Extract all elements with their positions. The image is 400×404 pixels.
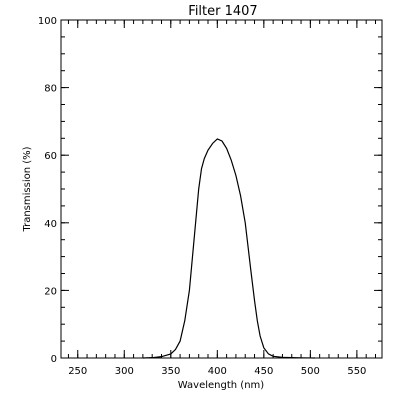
x-tick-label: 300 <box>115 366 134 377</box>
axis-tick-labels: 250 300 350 400 450 500 550 0 20 40 60 80 100 <box>38 16 367 377</box>
x-tick-label: 450 <box>254 366 273 377</box>
x-tick-label: 350 <box>161 366 180 377</box>
y-tick-label: 60 <box>44 151 57 162</box>
x-tick-label: 250 <box>68 366 87 377</box>
y-tick-label: 40 <box>44 219 57 230</box>
transmission-curve <box>142 138 316 359</box>
y-tick-label: 100 <box>38 16 57 27</box>
x-tick-label: 500 <box>301 366 320 377</box>
y-tick-label: 80 <box>44 84 57 95</box>
plot-frame <box>60 19 383 359</box>
x-tick-label: 550 <box>347 366 366 377</box>
y-axis-label: Transmission (%) <box>22 146 33 232</box>
x-tick-label: 400 <box>208 366 227 377</box>
y-tick-label: 20 <box>44 286 57 297</box>
chart-title: Filter 1407 <box>188 4 257 19</box>
x-axis-label: Wavelength (nm) <box>178 380 264 391</box>
y-tick-label: 0 <box>51 354 57 365</box>
